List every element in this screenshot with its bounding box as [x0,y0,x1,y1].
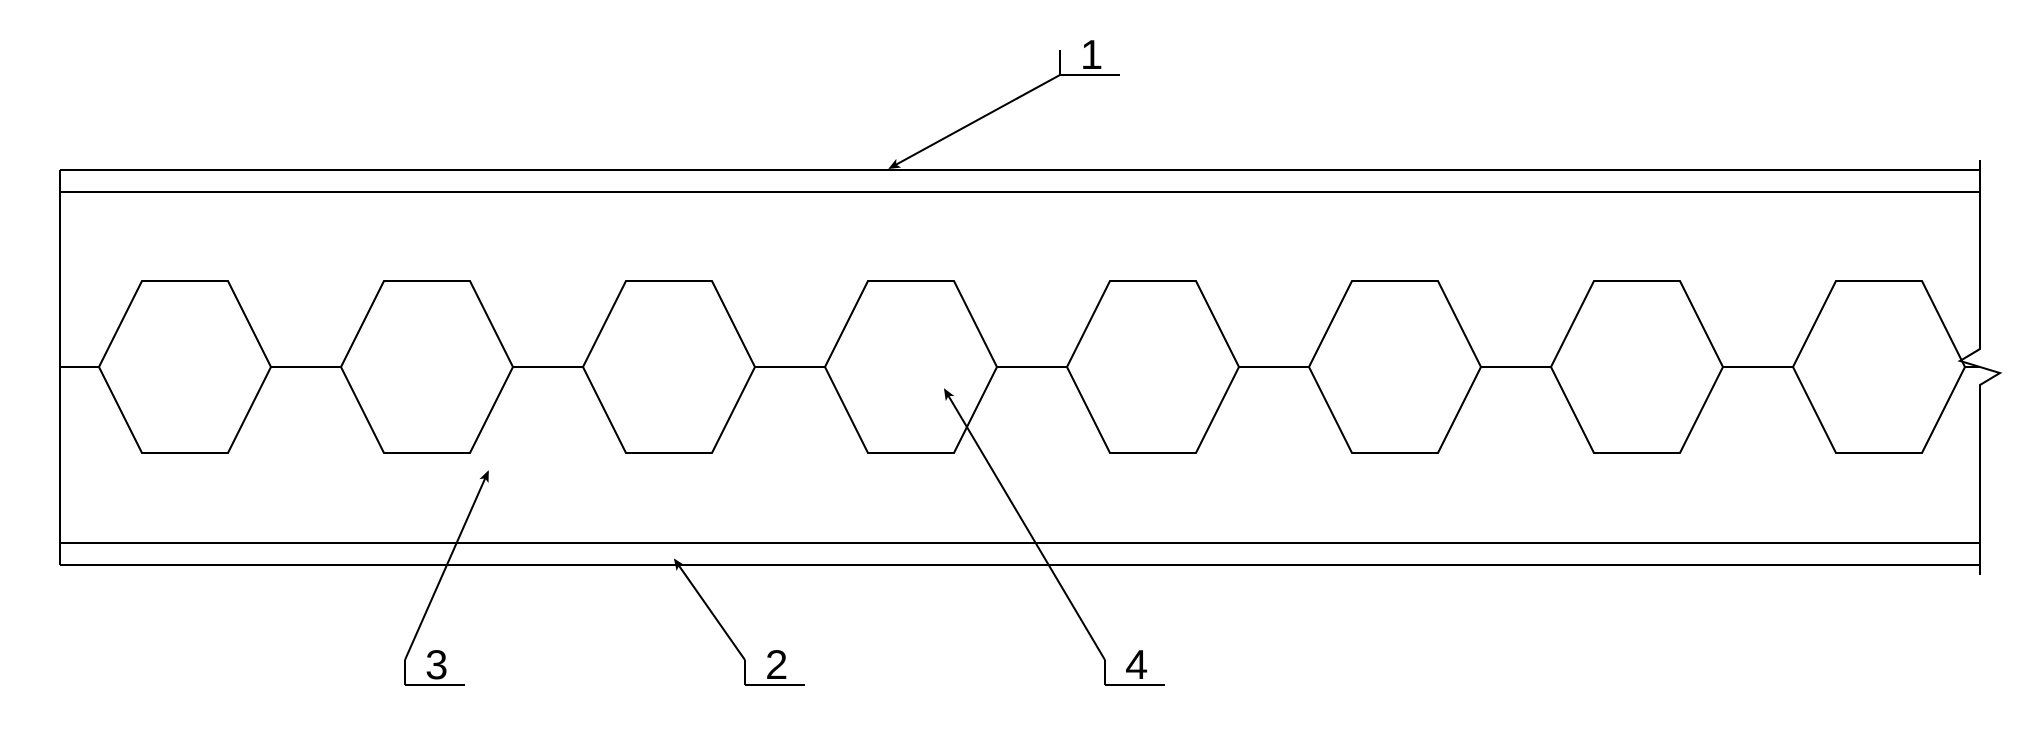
hexagon-opening [825,281,997,453]
hexagon-opening [99,281,271,453]
callout-2-label: 2 [765,641,788,688]
hexagon-opening [1551,281,1723,453]
callout-3-label: 3 [425,641,448,688]
callout-4-label: 4 [1125,641,1148,688]
hexagon-opening [583,281,755,453]
hexagon-opening [1067,281,1239,453]
callout-1-leader [890,75,1060,168]
beam-diagram: 1 2 3 4 [20,20,2023,735]
callout-2-leader [675,560,745,660]
callout-4-leader [945,390,1105,660]
hexagon-opening [1309,281,1481,453]
hexagon-opening [341,281,513,453]
callout-1-label: 1 [1080,31,1103,78]
hexagon-opening [1793,281,1965,453]
